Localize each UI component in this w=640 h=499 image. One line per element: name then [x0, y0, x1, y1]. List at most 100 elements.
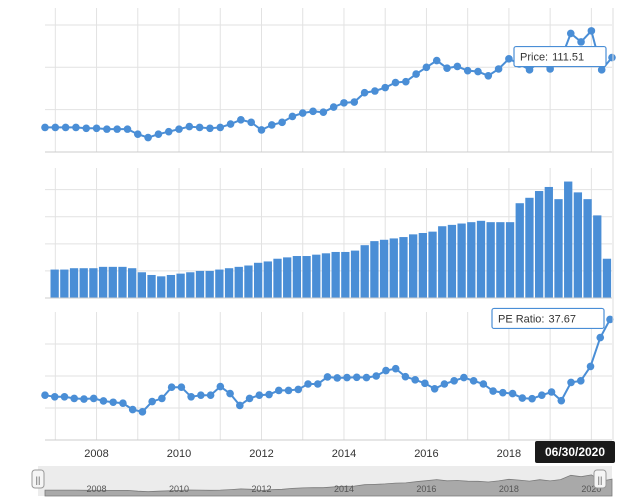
price-point	[257, 126, 266, 134]
navigator-area	[44, 474, 613, 497]
navigator-tick-label: 2020	[581, 484, 601, 494]
pe-ratio-point	[460, 373, 468, 382]
eps-bar	[379, 239, 389, 298]
navigator-tick-label: 2008	[87, 484, 107, 494]
pe-ratio-point	[411, 376, 419, 384]
price-point	[360, 88, 369, 97]
selected-date: 06/30/2020	[545, 445, 605, 459]
eps-bar	[428, 231, 437, 298]
price-point	[587, 27, 596, 35]
pe-ratio-point	[206, 391, 215, 400]
handle-grip	[593, 469, 607, 489]
eps-bar	[554, 199, 563, 298]
x-tick-label: 2014	[332, 448, 356, 460]
pe-ratio-point	[109, 398, 117, 407]
price-point	[82, 124, 91, 133]
eps-bar	[224, 268, 234, 298]
handle-grip	[31, 469, 45, 489]
eps-bar	[564, 181, 573, 298]
price-point	[123, 125, 132, 133]
pe-ratio-point	[99, 397, 108, 405]
pe-ratio-point	[567, 378, 575, 387]
price-point	[432, 56, 441, 65]
pe-ratio-point	[255, 391, 264, 400]
pe-ratio-point	[119, 399, 127, 408]
eps-bar	[544, 186, 553, 298]
price-point	[309, 107, 317, 116]
eps-bar	[263, 261, 272, 298]
pe-ratio-point	[216, 382, 225, 391]
eps-panel	[45, 168, 612, 299]
eps-bar	[418, 233, 427, 298]
price-point	[144, 133, 152, 142]
price-point	[278, 118, 286, 127]
eps-bar	[195, 270, 205, 298]
x-tick-label: 2012	[249, 448, 273, 460]
eps-bar	[157, 276, 166, 298]
price-point	[92, 124, 101, 133]
pe-ratio-point	[333, 374, 342, 382]
price-point	[494, 65, 503, 73]
pe-ratio-point	[89, 394, 98, 403]
pe-ratio-point	[80, 395, 88, 403]
eps-bar	[283, 257, 292, 298]
eps-bar	[253, 262, 263, 298]
pe-ratio-point	[557, 396, 566, 405]
pe-ratio-point	[479, 380, 488, 388]
eps-bar	[147, 274, 156, 298]
eps-bar	[60, 269, 69, 298]
eps-bar	[505, 222, 515, 298]
navigator-tick-label: 2010	[169, 484, 189, 494]
navigator-right-handle[interactable]: ||	[593, 469, 607, 489]
pe-ratio-point	[362, 373, 371, 382]
pe-ratio-point	[450, 377, 458, 385]
eps-bar	[496, 222, 505, 298]
navigator-left-handle[interactable]: ||	[31, 469, 45, 489]
pe-ratio-point	[187, 393, 195, 401]
pe-ratio-point	[382, 366, 390, 375]
tooltip-label: Price:	[520, 52, 548, 64]
pe-ratio-tooltip: PE Ratio: 37.67	[491, 307, 605, 330]
navigator-tick-label: 2016	[416, 484, 436, 494]
eps-bar	[534, 191, 544, 298]
stock-price-panel: Price: 111.51	[41, 8, 616, 153]
eps-bar	[166, 274, 176, 298]
pe-ratio-point	[50, 393, 59, 401]
eps-bar	[79, 268, 88, 298]
price-point	[381, 83, 390, 92]
pe-ratio-point	[391, 364, 400, 373]
eps-bar	[273, 258, 282, 298]
eps-bar	[128, 268, 137, 298]
eps-bar	[215, 269, 224, 298]
price-point	[72, 123, 80, 132]
price-point	[113, 125, 121, 133]
price-point	[51, 123, 60, 132]
eps-bar	[98, 266, 108, 298]
eps-bar	[593, 215, 602, 298]
eps-bar	[457, 223, 466, 298]
price-point	[319, 108, 328, 116]
eps-bar	[467, 222, 476, 298]
pe-ratio-point	[547, 388, 556, 396]
eps-bar	[360, 245, 369, 298]
eps-bar	[108, 266, 117, 298]
price-point	[195, 123, 204, 132]
eps-bar	[331, 251, 340, 298]
eps-bar	[234, 266, 243, 298]
eps-bar	[205, 270, 214, 298]
pe-ratio-point	[352, 373, 361, 382]
pe-ratio-point	[576, 377, 585, 385]
price-point	[133, 130, 142, 139]
tooltip-text: PE Ratio: 37.67	[498, 313, 576, 325]
pe-ratio-point	[245, 394, 254, 403]
pe-ratio-point	[41, 391, 49, 400]
pe-ratio-point	[343, 373, 351, 382]
price-point	[402, 77, 410, 86]
selected-date-badge: 06/30/2020	[535, 441, 615, 463]
handle-glyph: ||	[598, 475, 603, 485]
navigator[interactable]: 2008 2010 2012 2014 2016 2018 2020|| ||	[31, 466, 613, 497]
pe-ratio-point	[440, 380, 449, 388]
pe-ratio-point	[138, 408, 147, 416]
pe-ratio-point	[236, 401, 244, 410]
